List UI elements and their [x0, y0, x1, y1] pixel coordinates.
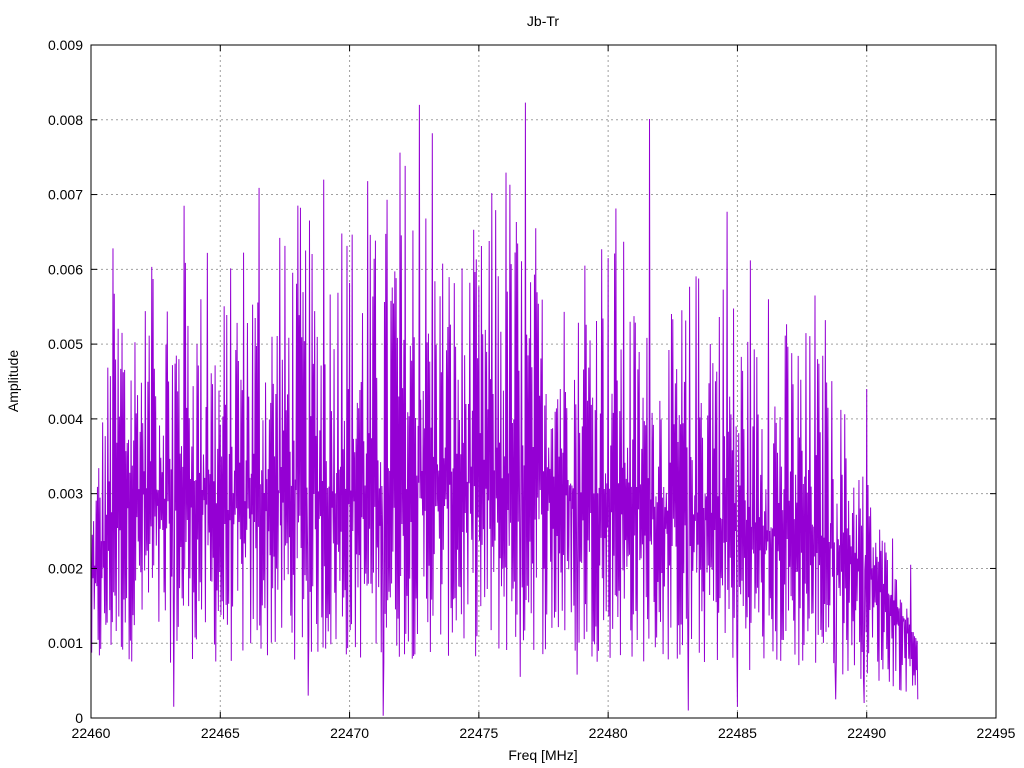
y-tick-label: 0.001 — [48, 635, 83, 651]
y-tick-label: 0.009 — [48, 37, 83, 53]
y-tick-label: 0.005 — [48, 336, 83, 352]
x-tick-label: 22470 — [330, 725, 369, 741]
y-tick-label: 0 — [75, 710, 83, 726]
tick-layer — [90, 44, 997, 719]
x-axis-title: Freq [MHz] — [508, 747, 577, 763]
x-tick-label: 22465 — [201, 725, 240, 741]
plot-frame — [90, 44, 997, 719]
y-tick-label: 0.002 — [48, 560, 83, 576]
x-tick-label: 22490 — [847, 725, 886, 741]
y-tick-label: 0.007 — [48, 187, 83, 203]
x-tick-label: 22485 — [718, 725, 757, 741]
y-tick-label: 0.003 — [48, 486, 83, 502]
x-tick-label: 22460 — [72, 725, 111, 741]
y-tick-label: 0.008 — [48, 112, 83, 128]
amplitude-series-line — [90, 102, 919, 716]
x-tick-label: 22480 — [589, 725, 628, 741]
data-layer — [90, 102, 919, 716]
label-layer: 22460 22465 22470 22475 22480 22485 22490 22495… — [48, 37, 1016, 741]
chart-title: Jb-Tr — [527, 13, 559, 29]
y-tick-label: 0.006 — [48, 261, 83, 277]
x-tick-label: 22475 — [459, 725, 498, 741]
y-axis-title: Amplitude — [5, 350, 21, 412]
x-tick-label: 22495 — [977, 725, 1016, 741]
y-tick-label: 0.004 — [48, 411, 83, 427]
